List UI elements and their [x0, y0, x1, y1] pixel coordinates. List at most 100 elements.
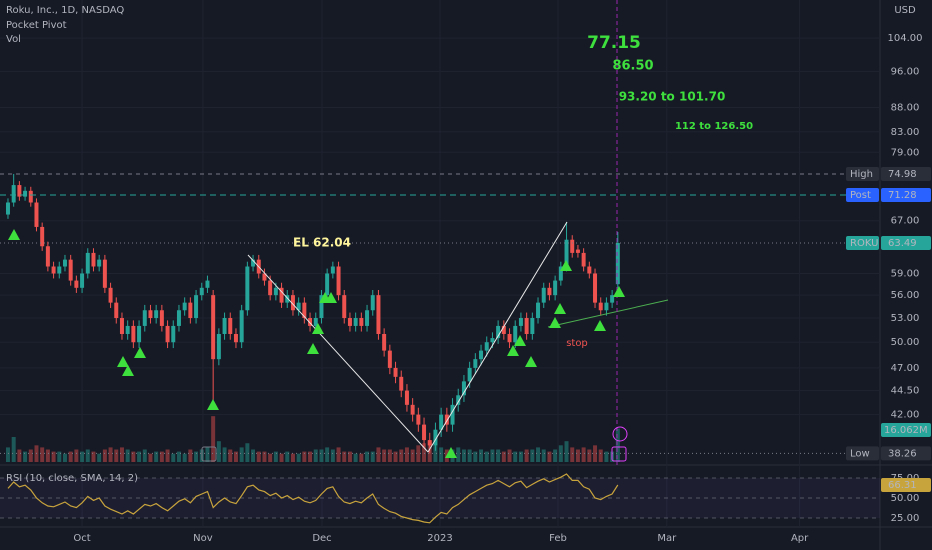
candle-body — [336, 266, 341, 296]
volume-bar — [422, 443, 427, 462]
volume-bar — [28, 449, 33, 462]
candle-body — [245, 266, 250, 311]
pivot-marker — [134, 347, 146, 358]
rsi-line — [7, 473, 619, 524]
candle-body — [610, 295, 615, 303]
volume-bar — [342, 451, 347, 462]
volume-bar — [336, 447, 341, 462]
volume-bar — [108, 447, 113, 462]
candle-body — [68, 259, 73, 281]
candle-body — [137, 325, 142, 343]
volume-bar — [222, 447, 227, 462]
tag-value-box — [881, 166, 931, 181]
volume-bar — [57, 451, 62, 462]
y-tick-label: 44.50 — [891, 386, 920, 397]
volume-bar — [496, 449, 501, 462]
candle-body — [176, 310, 181, 326]
candle-body — [290, 295, 295, 311]
candle-body — [142, 310, 147, 326]
volume-bar — [501, 451, 506, 462]
candle-body — [575, 249, 580, 253]
volume-bar — [365, 451, 370, 462]
candle-body — [444, 414, 449, 425]
rsi-title: RSI (10, close, SMA, 14, 2) — [6, 473, 138, 484]
volume-bar — [330, 449, 335, 462]
candle-body — [40, 226, 45, 247]
annotation: 77.15 — [587, 33, 641, 53]
candle-body — [222, 318, 227, 334]
y-tick-label: 96.00 — [891, 66, 920, 77]
candle-body — [165, 325, 170, 343]
candle-body — [182, 302, 187, 311]
tag-value: 38.26 — [888, 448, 917, 459]
rsi-tick-label: 50.00 — [891, 493, 920, 504]
candle-body — [279, 287, 284, 303]
volume-bar — [581, 447, 586, 462]
candle-body — [615, 243, 620, 285]
x-tick-label: Apr — [791, 533, 809, 544]
volume-bar — [159, 451, 164, 462]
volume-bar — [473, 451, 478, 462]
volume-bar — [541, 449, 546, 462]
candle-body — [57, 266, 62, 274]
volume-bar — [165, 449, 170, 462]
candle-body — [194, 295, 199, 319]
volume-bar — [11, 437, 16, 462]
volume-bar — [479, 449, 484, 462]
candle-body — [399, 376, 404, 391]
volume-bar — [439, 447, 444, 462]
volume-bar — [137, 451, 142, 462]
y-tick-label: 42.00 — [891, 410, 920, 421]
candle-body — [365, 310, 370, 326]
candle-body — [11, 185, 16, 203]
volume-bar — [51, 451, 56, 462]
candle-body — [410, 404, 415, 415]
volume-bar — [490, 449, 495, 462]
earnings-icon — [201, 446, 217, 462]
candle-body — [28, 190, 33, 203]
candle-body — [342, 295, 347, 319]
volume-bar — [239, 447, 244, 462]
candle-body — [553, 280, 558, 296]
volume-bar — [211, 416, 216, 462]
candle-body — [51, 266, 56, 274]
volume-bar — [262, 451, 267, 462]
tag-value: 71.28 — [888, 190, 917, 201]
volume-bar — [302, 451, 307, 462]
annotation: stop — [566, 338, 588, 349]
y-tick-label: 59.00 — [891, 268, 920, 279]
x-tick-label: Oct — [73, 533, 90, 544]
volume-bar — [91, 451, 96, 462]
volume-bar — [319, 449, 324, 462]
volume-bar — [256, 451, 261, 462]
volume-bar — [382, 449, 387, 462]
volume-bar — [125, 449, 130, 462]
volume-bar — [399, 449, 404, 462]
candle-body — [154, 310, 159, 319]
candle-body — [262, 273, 267, 281]
pivot-marker — [613, 286, 625, 297]
volume-bar — [547, 451, 552, 462]
volume-bar — [62, 453, 67, 462]
candle-body — [325, 273, 330, 296]
candle-body — [450, 404, 455, 425]
candle-body — [518, 318, 523, 326]
volume-bar — [176, 451, 181, 462]
volume-bar — [154, 451, 159, 462]
pivot-marker — [554, 303, 566, 314]
volume-bar — [530, 449, 535, 462]
volume-tag-box — [881, 423, 931, 437]
volume-tag: 16.062M — [884, 425, 928, 436]
candle-body — [593, 273, 598, 303]
candle-body — [433, 429, 438, 446]
candle-body — [268, 280, 273, 296]
candle-body — [228, 318, 233, 334]
candle-body — [496, 325, 501, 339]
volume-bar — [233, 451, 238, 462]
candle-body — [530, 318, 535, 334]
pivot-marker — [117, 356, 129, 367]
volume-bar — [570, 447, 575, 462]
volume-bar — [171, 453, 176, 462]
candle-body — [80, 273, 85, 288]
volume-bar — [68, 451, 73, 462]
